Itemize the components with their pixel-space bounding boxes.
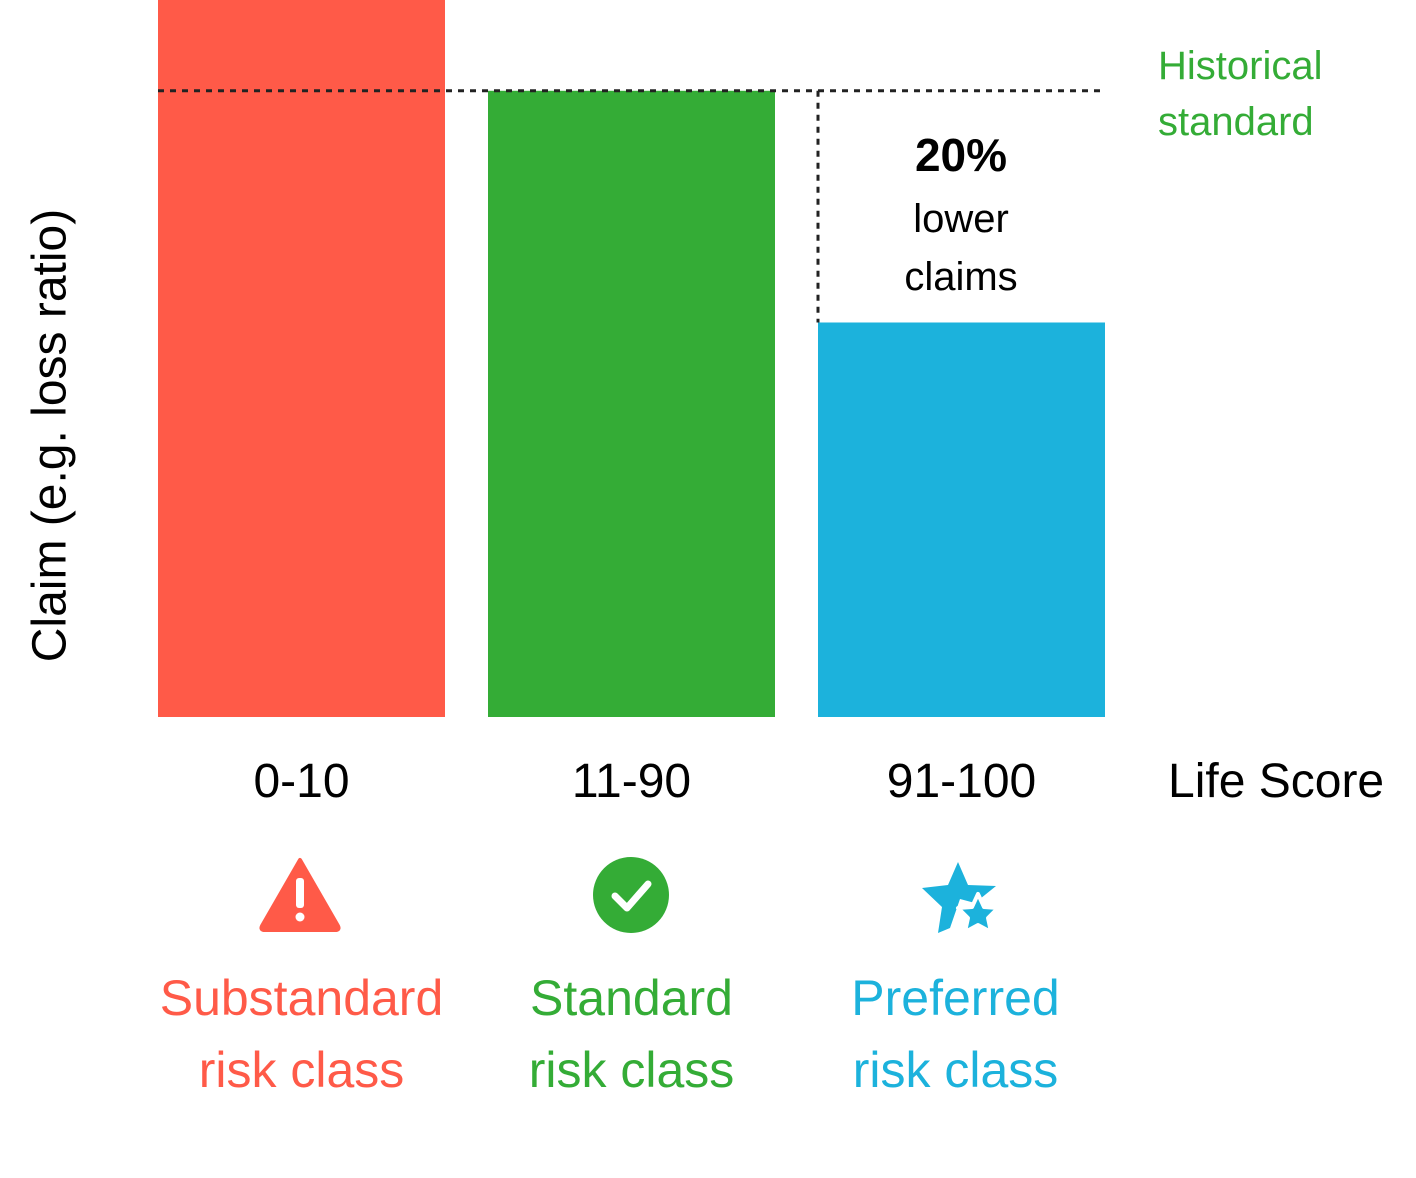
- bar: [158, 0, 445, 717]
- class-label: Standard risk class: [528, 970, 735, 1098]
- bars: [158, 0, 1105, 717]
- x-tick-label: 11-90: [571, 755, 692, 808]
- class-label: Preferred risk class: [851, 970, 1060, 1098]
- y-axis-label: Claim (e.g. loss ratio): [23, 208, 77, 663]
- bar: [488, 90, 775, 717]
- bar: [818, 322, 1105, 717]
- annotation-text: lower claims: [904, 197, 1018, 299]
- annotation-value: 20%: [914, 129, 1008, 181]
- check-icon: [593, 857, 669, 933]
- reference-label: Historical standard: [1158, 44, 1323, 144]
- x-axis-label: Life Score: [1168, 755, 1385, 808]
- x-tick-label: 0-10: [253, 755, 350, 808]
- x-tick-label: 91-100: [886, 755, 1037, 808]
- class-label: Substandard risk class: [159, 970, 444, 1098]
- star-icon: [922, 862, 1000, 934]
- warning-icon: [259, 858, 341, 932]
